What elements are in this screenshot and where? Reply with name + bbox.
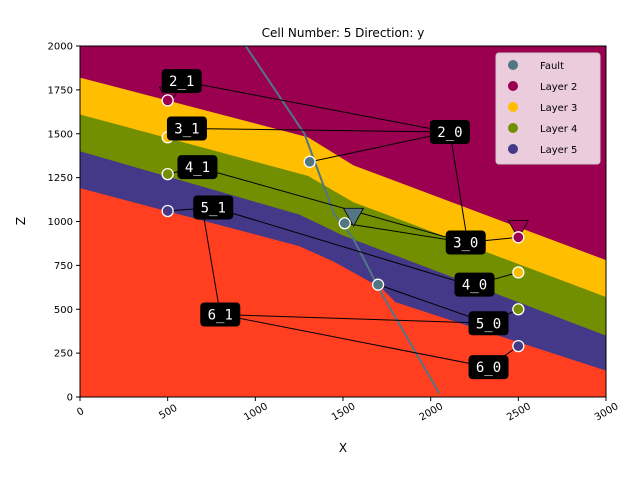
label-box-text: 5_0	[476, 316, 501, 332]
data-point	[512, 231, 525, 244]
label-box-bg	[468, 311, 509, 336]
label-box-bg	[161, 69, 202, 94]
legend-marker	[508, 81, 518, 91]
connector-line	[220, 314, 489, 324]
x-tick-label: 2000	[418, 401, 446, 423]
label-box-text: 3_1	[174, 121, 199, 137]
label-box: 4_1	[177, 155, 218, 180]
label-box-bg	[193, 195, 234, 220]
legend-marker	[508, 60, 518, 70]
x-tick-label: 2500	[505, 401, 533, 423]
label-box-bg	[429, 119, 470, 144]
connector-line	[197, 166, 466, 244]
label-box: 5_0	[468, 311, 509, 336]
y-tick-label: 500	[54, 305, 73, 316]
connector-line	[344, 222, 466, 244]
y-tick-label: 0	[67, 393, 73, 404]
y-tick-label: 1250	[48, 173, 73, 184]
x-tick-label: 1500	[330, 401, 358, 423]
label-box-text: 4_1	[185, 160, 210, 176]
y-tick-label: 750	[54, 261, 73, 272]
legend-marker	[508, 123, 518, 133]
label-box-text: 4_0	[462, 278, 487, 294]
legend-box	[495, 52, 601, 165]
y-tick-label: 1000	[48, 217, 73, 228]
layer-area-basement	[80, 188, 606, 397]
legend-label: Layer 2	[540, 82, 577, 93]
x-tick-label: 3000	[593, 401, 621, 423]
data-point	[371, 278, 385, 291]
label-box: 5_1	[193, 195, 234, 220]
x-tick-label: 1000	[242, 401, 270, 423]
orientation-marker	[342, 207, 365, 228]
label-box-bg	[445, 230, 486, 255]
legend-marker	[508, 102, 518, 112]
data-point	[161, 94, 174, 107]
connector-lines	[167, 80, 519, 368]
label-box-text: 2_0	[437, 125, 462, 141]
label-box: 3_1	[166, 116, 207, 141]
data-point	[512, 266, 525, 279]
connector-line	[309, 131, 451, 163]
chart-title: Cell Number: 5 Direction: y	[262, 26, 425, 40]
label-box-bg	[454, 272, 495, 297]
data-point	[161, 204, 174, 218]
connector-line	[202, 210, 221, 315]
y-tick-label: 1750	[48, 85, 73, 96]
y-tick-label: 250	[54, 349, 73, 360]
label-box: 3_0	[445, 230, 486, 255]
label-box-bg	[200, 302, 241, 327]
data-point	[512, 339, 525, 353]
label-box-text: 6_1	[208, 308, 233, 324]
legend: Fault Layer 2 Layer 3 Layer 4 Layer 5	[495, 52, 601, 165]
legend-marker	[508, 144, 518, 154]
data-point	[512, 303, 525, 316]
label-box-text: 2_1	[169, 74, 194, 90]
y-tick-label: 1500	[48, 129, 73, 140]
label-box: 4_0	[454, 272, 495, 297]
label-box-bg	[166, 116, 207, 141]
label-box-text: 5_1	[201, 200, 226, 216]
connector-line	[181, 80, 449, 133]
label-box-text: 6_0	[476, 360, 501, 376]
connector-line	[213, 206, 475, 287]
label-box: 6_0	[468, 355, 509, 380]
legend-label: Fault	[540, 61, 564, 72]
legend-label: Layer 5	[540, 145, 577, 156]
plot-area: 2_1 3_1 2_0 4_1 5_1 3_0 4_0 6_1 5_0 6_0	[80, 46, 606, 397]
connector-line	[186, 127, 449, 133]
label-box: 2_0	[429, 119, 470, 144]
orientation-marker	[507, 220, 530, 240]
x-tick-label: 0	[75, 406, 86, 419]
label-box: 2_1	[161, 69, 202, 94]
label-box: 6_1	[200, 302, 241, 327]
x-tick-label: 500	[157, 403, 179, 422]
label-box-bg	[177, 155, 218, 180]
connector-line	[449, 131, 467, 231]
data-point	[303, 155, 316, 168]
data-point	[338, 217, 351, 230]
label-box-text: 3_0	[453, 236, 478, 252]
legend-label: Layer 3	[540, 103, 577, 114]
y-axis-label: Z	[14, 217, 28, 225]
y-tick-label: 2000	[48, 42, 73, 53]
label-box-bg	[468, 355, 509, 380]
x-axis-label: X	[339, 441, 347, 455]
connector-line	[220, 314, 489, 368]
data-point	[161, 167, 174, 181]
legend-label: Layer 4	[540, 124, 577, 135]
